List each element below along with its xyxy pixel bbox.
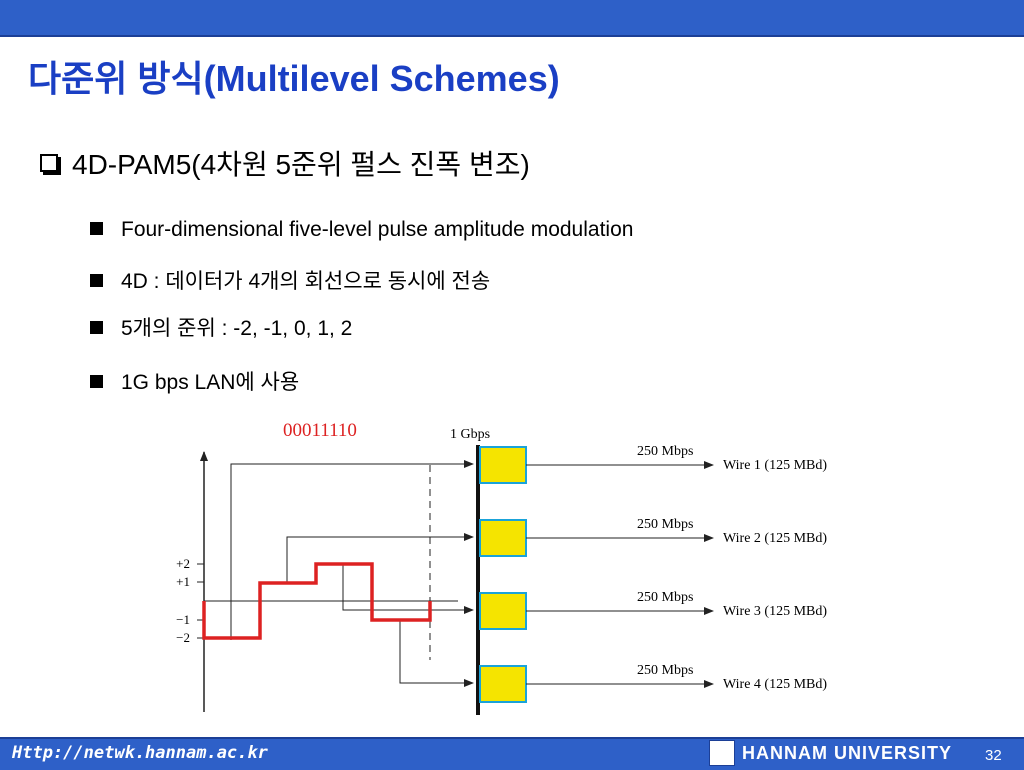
encoder-block-4	[479, 665, 527, 703]
encoder-block-3	[479, 592, 527, 630]
connector-line-4	[399, 620, 474, 687]
footer-university: HANNAM UNIVERSITY	[742, 743, 953, 763]
section-heading-text: 4D-PAM5(4차원 5준위 펄스 진폭 변조)	[72, 149, 530, 180]
wire-label: Wire 2 (125 MBd)	[723, 531, 827, 546]
bullet-item: 5개의 준위 : -2, -1, 0, 1, 2	[90, 312, 352, 342]
bullet-item: 4D : 데이터가 4개의 회선으로 동시에 전송	[90, 265, 490, 295]
connector-line-1	[230, 460, 474, 640]
square-bullet-icon	[90, 222, 103, 235]
bullet-text: 4D : 데이터가 4개의 회선으로 동시에 전송	[121, 270, 491, 293]
section-heading: 4D-PAM5(4차원 5준위 펄스 진폭 변조)	[40, 143, 530, 183]
bullet-text: 5개의 준위 : -2, -1, 0, 1, 2	[121, 317, 353, 340]
y-tick-label: +1	[176, 574, 190, 589]
encoder-block-1	[479, 446, 527, 484]
y-tick-label: +2	[176, 556, 190, 571]
pam5-signal-waveform	[202, 562, 432, 640]
channel-rate-label: 250 Mbps	[637, 663, 693, 678]
bullet-text: 1G bps LAN에 사용	[121, 371, 300, 394]
channel-rate-label: 250 Mbps	[637, 517, 693, 532]
bullet-item: Four-dimensional five-level pulse amplit…	[90, 218, 633, 242]
wire-label: Wire 4 (125 MBd)	[723, 677, 827, 692]
top-bar	[0, 0, 1024, 37]
connector-line-2	[286, 533, 474, 583]
checkbox-bullet-icon	[40, 154, 58, 172]
bottom-bar	[0, 737, 1024, 770]
rate-label: 1 Gbps	[450, 427, 490, 442]
y-tick-label: −2	[176, 630, 190, 645]
slide-title: 다준위 방식(Multilevel Schemes)	[28, 58, 560, 99]
channel-rate-label: 250 Mbps	[637, 590, 693, 605]
bullet-item: 1G bps LAN에 사용	[90, 366, 299, 396]
square-bullet-icon	[90, 375, 103, 388]
channel-rate-label: 250 Mbps	[637, 444, 693, 459]
bullet-text: Four-dimensional five-level pulse amplit…	[121, 218, 634, 241]
encoder-block-2	[479, 519, 527, 557]
wire-label: Wire 3 (125 MBd)	[723, 604, 827, 619]
wire-label: Wire 1 (125 MBd)	[723, 458, 827, 473]
square-bullet-icon	[90, 321, 103, 334]
footer-url: Http://netwk.hannam.ac.kr	[12, 743, 268, 763]
y-tick-label: −1	[176, 612, 190, 627]
square-bullet-icon	[90, 274, 103, 287]
page-number: 32	[985, 747, 1002, 764]
university-logo-icon	[709, 740, 735, 766]
connector-line-3	[342, 564, 474, 614]
bit-sequence-label: 00011110	[283, 420, 357, 441]
